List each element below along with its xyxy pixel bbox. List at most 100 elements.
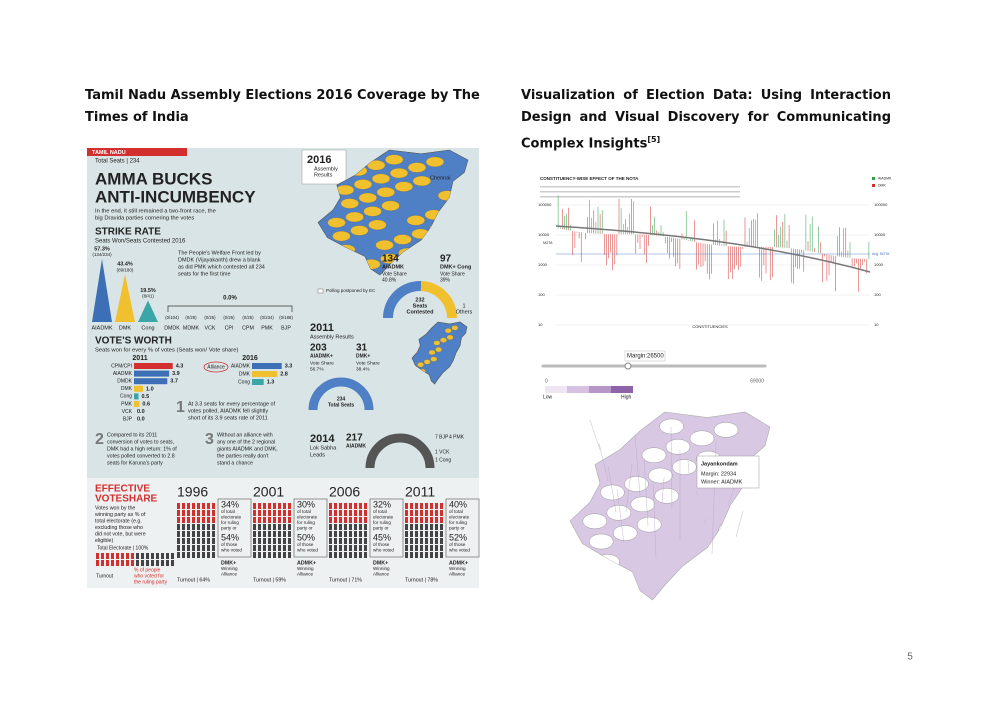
- label: 34%: [221, 499, 239, 509]
- label: 100000: [874, 202, 888, 207]
- person-icon: [263, 538, 266, 544]
- person-icon: [344, 552, 347, 558]
- person-icon: [349, 552, 352, 558]
- district-line: [652, 480, 657, 558]
- label: Turnout | 64%: [177, 577, 210, 583]
- person-icon: [283, 552, 286, 558]
- person-icon: [430, 524, 433, 530]
- left-title: Tamil Nadu Assembly Elections 2016 Cover…: [85, 88, 480, 125]
- label: Polling postponed by EC: [326, 288, 376, 293]
- person-icon: [435, 524, 438, 530]
- person-icon: [177, 517, 180, 523]
- person-icon: [425, 503, 428, 509]
- person-icon: [405, 524, 408, 530]
- person-icon: [202, 524, 205, 530]
- label: 10000: [538, 232, 550, 237]
- person-icon: [202, 503, 205, 509]
- label: 0.0: [137, 417, 145, 423]
- person-icon: [364, 503, 367, 509]
- label: 97: [440, 254, 452, 265]
- label: 3.9: [172, 371, 180, 377]
- label: In the end, it still remained a two-fron…: [95, 209, 216, 215]
- label: (0/29): [185, 315, 197, 320]
- label: (0/25): [242, 315, 254, 320]
- note-number: 3: [205, 431, 214, 448]
- label: 4.3: [176, 363, 184, 369]
- label: Total Electorate | 100%: [97, 545, 149, 551]
- person-icon: [182, 503, 185, 509]
- label: DMK had a high return: 1% of: [107, 446, 177, 452]
- label: 69000: [750, 378, 764, 384]
- label: big Dravida parties cornering the votes: [95, 216, 194, 222]
- label: 56.7%: [310, 366, 324, 372]
- person-icon: [111, 560, 114, 566]
- person-icon: [415, 552, 418, 558]
- share-box: [369, 498, 404, 558]
- person-icon: [329, 531, 332, 537]
- person-icon: [430, 545, 433, 551]
- person-icon: [207, 510, 210, 516]
- right-title: Visualization of Election Data: Using In…: [521, 85, 891, 155]
- region: [385, 154, 404, 165]
- person-icon: [156, 553, 159, 559]
- label: for ruling: [297, 520, 315, 525]
- label: eligible): [95, 538, 113, 544]
- share-box: [217, 498, 252, 558]
- person-icon: [171, 560, 174, 566]
- person-icon: [329, 510, 332, 516]
- person-icon: [420, 545, 423, 551]
- person-icon: [288, 538, 291, 544]
- label: CONSTITUENCY-WISE EFFECT OF THE NOTA: [540, 176, 639, 181]
- person-icon: [344, 510, 347, 516]
- person-icon: [212, 531, 215, 537]
- label: Turnout | 78%: [405, 577, 438, 583]
- label: 45%: [373, 532, 391, 542]
- person-icon: [273, 510, 276, 516]
- label: Results: [314, 172, 333, 178]
- slider-tooltip: [624, 350, 666, 362]
- person-icon: [405, 538, 408, 544]
- person-icon: [187, 552, 190, 558]
- person-icon: [96, 553, 99, 559]
- person-icon: [364, 531, 367, 537]
- region: [350, 225, 369, 236]
- person-icon: [202, 538, 205, 544]
- person-icon: [410, 531, 413, 537]
- label: Vote Share: [440, 271, 465, 277]
- label: of those: [221, 542, 238, 547]
- region: [376, 187, 395, 198]
- person-icon: [420, 552, 423, 558]
- label: 50%: [297, 532, 315, 542]
- results-box: [301, 149, 347, 185]
- slider-handle[interactable]: [624, 362, 632, 370]
- person-icon: [161, 553, 164, 559]
- label: 2014: [310, 433, 335, 445]
- person-icon: [405, 531, 408, 537]
- person-icon: [359, 552, 362, 558]
- person-icon: [263, 545, 266, 551]
- person-icon: [202, 545, 205, 551]
- label: Chennai: [430, 175, 451, 181]
- region: [423, 359, 431, 365]
- label: Alliance: [221, 572, 238, 577]
- person-icon: [344, 517, 347, 523]
- person-icon: [410, 524, 413, 530]
- person-icon: [329, 517, 332, 523]
- label: 3.7: [170, 379, 178, 385]
- label: 40%: [449, 499, 467, 509]
- legend-scale: [611, 386, 633, 393]
- person-icon: [253, 531, 256, 537]
- region: [417, 362, 425, 368]
- person-icon: [415, 531, 418, 537]
- label: (8/41): [142, 294, 154, 299]
- person-icon: [425, 517, 428, 523]
- label: 19.5%: [140, 288, 156, 294]
- label: % of people: [134, 567, 161, 573]
- label: Contested: [407, 309, 434, 315]
- person-icon: [339, 552, 342, 558]
- label: Winning: [297, 566, 314, 571]
- label: Alliance: [373, 572, 390, 577]
- region: [648, 467, 673, 484]
- description-line: [540, 186, 740, 188]
